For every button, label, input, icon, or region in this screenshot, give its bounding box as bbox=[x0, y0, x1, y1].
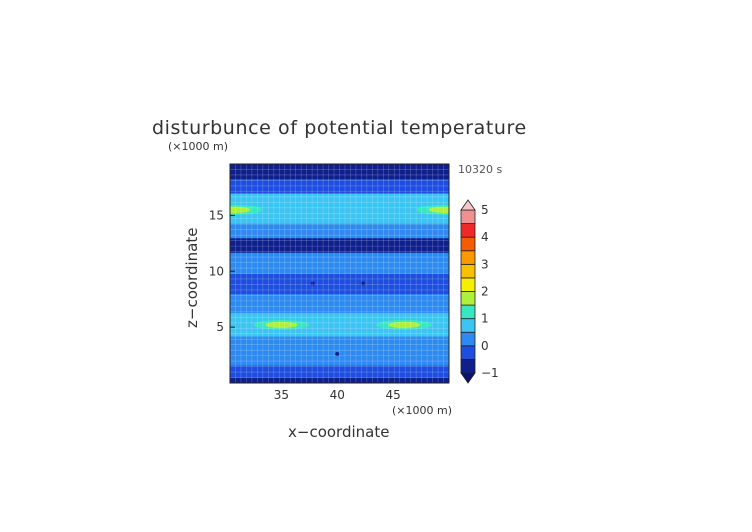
field-band bbox=[230, 178, 449, 194]
colorbar-segment bbox=[460, 250, 476, 265]
time-label: 10320 s bbox=[458, 163, 502, 176]
colorbar-tick-label: 0 bbox=[481, 339, 489, 353]
colorbar-under-arrow bbox=[460, 372, 476, 384]
x-tick-label: 45 bbox=[385, 388, 400, 402]
field-band bbox=[230, 252, 449, 274]
colorbar-segment bbox=[460, 304, 476, 320]
colorbar-segment bbox=[460, 236, 476, 252]
grid-lines bbox=[230, 164, 449, 383]
field-band bbox=[230, 312, 449, 337]
field-band bbox=[230, 273, 449, 295]
chart-title: disturbunce of potential temperature bbox=[152, 117, 527, 139]
y-tick-label: 5 bbox=[216, 320, 224, 334]
local-minimum bbox=[360, 281, 365, 286]
colorbar-segment bbox=[460, 345, 476, 360]
x-axis-unit: (×1000 m) bbox=[392, 404, 452, 417]
field-band bbox=[230, 377, 449, 383]
y-axis-label: z−coordinate bbox=[183, 228, 201, 328]
colorbar-segment bbox=[460, 223, 476, 238]
contour-field bbox=[230, 164, 449, 383]
colorbar: −1 0 1 2 3 4 5 bbox=[460, 199, 499, 384]
x-axis: 35 40 45 bbox=[274, 378, 401, 402]
colorbar-tick-label: 2 bbox=[481, 285, 489, 299]
colorbar-segment bbox=[460, 318, 476, 333]
plot-frame bbox=[229, 163, 450, 384]
local-maximum bbox=[388, 321, 421, 329]
colorbar-tick-label: 3 bbox=[481, 257, 489, 271]
field-band bbox=[230, 193, 449, 224]
x-tick-label: 35 bbox=[274, 388, 289, 402]
local-maximum bbox=[428, 206, 449, 214]
colorbar-segment bbox=[460, 359, 476, 374]
field-band bbox=[230, 164, 449, 180]
colorbar-segment bbox=[460, 331, 476, 347]
y-tick-label: 10 bbox=[209, 264, 224, 278]
colorbar-segment bbox=[460, 291, 476, 306]
local-maximum bbox=[265, 321, 298, 329]
field-band bbox=[230, 349, 449, 366]
y-tick-label: 15 bbox=[209, 208, 224, 222]
y-axis: 5 10 15 bbox=[209, 208, 235, 334]
local-minimum bbox=[310, 281, 315, 286]
field-band bbox=[230, 237, 449, 253]
colorbar-tick-label: 1 bbox=[481, 312, 489, 326]
y-axis-unit: (×1000 m) bbox=[168, 140, 228, 153]
field-band bbox=[230, 336, 449, 350]
x-tick-label: 40 bbox=[330, 388, 345, 402]
local-minimum bbox=[335, 351, 340, 356]
colorbar-tick-label: 5 bbox=[481, 203, 489, 217]
colorbar-segment bbox=[460, 209, 476, 224]
field-band bbox=[230, 223, 449, 239]
x-axis-label: x−coordinate bbox=[288, 423, 389, 441]
colorbar-over-arrow bbox=[460, 199, 476, 211]
colorbar-segment bbox=[460, 263, 476, 279]
colorbar-tick-label: −1 bbox=[481, 366, 499, 380]
colorbar-tick-label: 4 bbox=[481, 230, 489, 244]
field-band bbox=[230, 365, 449, 378]
local-maximum bbox=[230, 206, 251, 214]
colorbar-segment bbox=[460, 277, 476, 292]
field-band bbox=[230, 293, 449, 314]
